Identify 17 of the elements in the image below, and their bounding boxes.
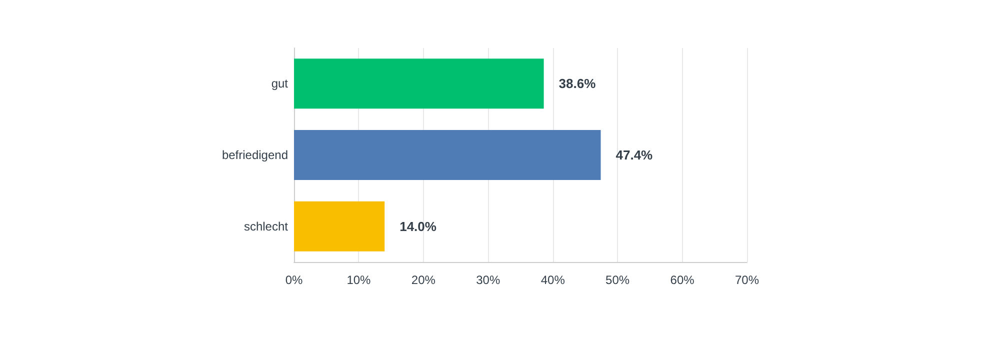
- bar: [294, 201, 385, 252]
- x-tick-label: 50%: [606, 273, 630, 287]
- y-tick-label: gut: [271, 76, 289, 91]
- x-tick-label: 30%: [476, 273, 500, 287]
- x-tick-label: 10%: [346, 273, 372, 287]
- bar: [294, 130, 601, 180]
- y-tick-label: befriedigend: [222, 148, 288, 162]
- bar: [294, 58, 544, 109]
- data-label: 47.4%: [616, 148, 654, 162]
- x-tick-label: 70%: [734, 273, 760, 287]
- x-tick-label: 0%: [285, 273, 303, 287]
- x-tick-label: 60%: [670, 273, 695, 287]
- data-label: 38.6%: [558, 76, 596, 92]
- x-tick-label: 20%: [411, 273, 436, 287]
- data-label: 14.0%: [400, 218, 437, 234]
- y-tick-label: schlecht: [244, 219, 289, 234]
- x-tick-label: 40%: [540, 273, 566, 287]
